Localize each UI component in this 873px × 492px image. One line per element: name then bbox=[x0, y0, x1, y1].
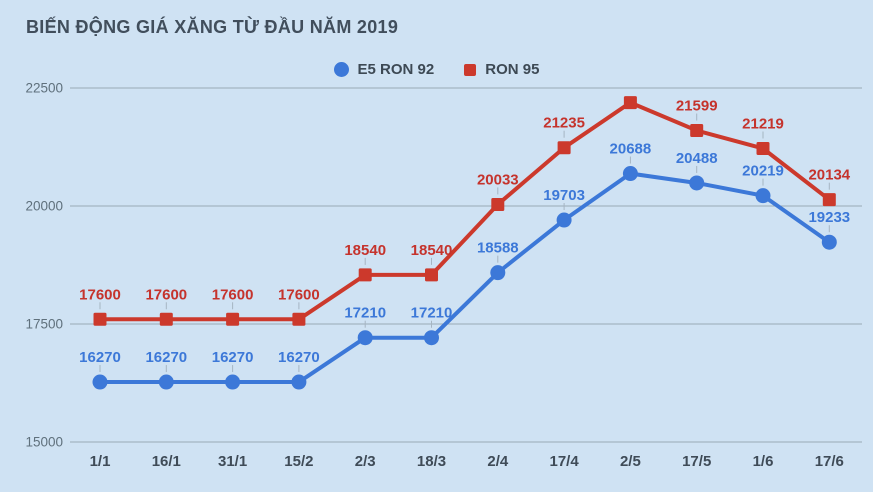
data-point-ron-95-15-2[interactable] bbox=[292, 312, 306, 326]
data-point-ron-95-1-6[interactable] bbox=[756, 141, 770, 155]
chart-title: BIẾN ĐỘNG GIÁ XĂNG TỪ ĐẦU NĂM 2019 bbox=[26, 17, 399, 37]
data-point-ron-95-18-3[interactable] bbox=[425, 268, 438, 282]
data-point-e5-ron-92-1-6[interactable] bbox=[755, 188, 771, 204]
data-label-ron-95: 18540 bbox=[344, 242, 386, 259]
data-label-e5-ron-92: 16270 bbox=[212, 349, 254, 366]
data-point-e5-ron-92-17-5[interactable] bbox=[689, 175, 705, 191]
data-label-ron-95: 17600 bbox=[79, 286, 121, 303]
data-label-ron-95: 20134 bbox=[808, 167, 850, 184]
data-point-e5-ron-92-2-4[interactable] bbox=[490, 265, 506, 281]
data-label-ron-95: 17600 bbox=[278, 286, 320, 303]
y-axis-tick-label: 15000 bbox=[25, 435, 63, 450]
data-label-e5-ron-92: 16270 bbox=[79, 349, 121, 366]
x-axis-tick-label: 17/4 bbox=[549, 453, 579, 470]
e5-ron-92-circle-swatch-icon bbox=[333, 62, 349, 77]
legend-label-ron-95: RON 95 bbox=[485, 61, 540, 78]
data-point-e5-ron-92-16-1[interactable] bbox=[158, 374, 174, 390]
data-label-e5-ron-92: 20219 bbox=[742, 163, 784, 180]
data-point-ron-95-17-4[interactable] bbox=[557, 141, 571, 155]
x-axis-tick-label: 2/5 bbox=[620, 453, 641, 470]
x-axis-tick-label: 16/1 bbox=[152, 453, 181, 470]
data-label-e5-ron-92: 20688 bbox=[610, 141, 652, 158]
data-point-ron-95-2-4[interactable] bbox=[491, 197, 505, 211]
x-axis-tick-label: 2/3 bbox=[355, 453, 376, 470]
data-point-e5-ron-92-17-4[interactable] bbox=[556, 212, 572, 228]
data-point-e5-ron-92-2-3[interactable] bbox=[357, 330, 373, 346]
data-point-ron-95-2-5[interactable] bbox=[623, 96, 637, 110]
data-label-e5-ron-92: 16270 bbox=[278, 349, 320, 366]
data-point-ron-95-1-1[interactable] bbox=[93, 312, 107, 326]
y-axis-tick-label: 17500 bbox=[25, 317, 63, 332]
data-point-ron-95-17-6[interactable] bbox=[822, 193, 836, 207]
x-axis-tick-label: 1/1 bbox=[90, 453, 111, 470]
data-point-ron-95-17-5[interactable] bbox=[690, 124, 704, 138]
data-label-e5-ron-92: 19703 bbox=[543, 187, 585, 204]
legend-label-e5-ron-92: E5 RON 92 bbox=[357, 61, 435, 78]
data-point-e5-ron-92-17-6[interactable] bbox=[821, 234, 837, 250]
data-point-e5-ron-92-18-3[interactable] bbox=[424, 330, 439, 346]
x-axis-tick-label: 17/6 bbox=[815, 453, 844, 470]
series-line-e5-ron-92 bbox=[98, 171, 832, 385]
data-label-ron-95: 17600 bbox=[145, 286, 187, 303]
data-label-ron-95: 20033 bbox=[477, 171, 519, 188]
data-point-e5-ron-92-15-2[interactable] bbox=[291, 374, 307, 390]
data-label-ron-95: 21219 bbox=[742, 115, 784, 132]
x-axis-tick-label: 2/4 bbox=[487, 453, 509, 470]
data-point-e5-ron-92-2-5[interactable] bbox=[622, 166, 638, 182]
data-label-ron-95: 21599 bbox=[676, 98, 718, 115]
data-point-ron-95-2-3[interactable] bbox=[358, 268, 372, 282]
ron-95-square-swatch-icon bbox=[464, 63, 477, 76]
data-point-e5-ron-92-31-1[interactable] bbox=[225, 374, 241, 390]
x-axis-tick-label: 1/6 bbox=[753, 453, 774, 470]
data-label-ron-95: 21235 bbox=[543, 115, 585, 132]
data-label-e5-ron-92: 16270 bbox=[145, 349, 187, 366]
data-label-ron-95: 17600 bbox=[212, 286, 254, 303]
data-label-e5-ron-92: 18588 bbox=[477, 240, 519, 257]
data-point-ron-95-16-1[interactable] bbox=[159, 312, 173, 326]
data-label-e5-ron-92: 20488 bbox=[676, 150, 718, 167]
legend-item-e5-ron-92: E5 RON 92 bbox=[333, 61, 435, 78]
series-line-ron-95 bbox=[98, 100, 832, 322]
data-point-e5-ron-92-1-1[interactable] bbox=[92, 374, 108, 390]
x-axis-tick-label: 15/2 bbox=[284, 453, 313, 470]
y-axis-tick-label: 20000 bbox=[25, 199, 63, 214]
x-axis-tick-label: 17/5 bbox=[682, 453, 711, 470]
data-label-ron-95: 18540 bbox=[411, 242, 453, 259]
y-axis-tick-label: 22500 bbox=[25, 81, 63, 96]
x-axis-tick-label: 18/3 bbox=[417, 453, 446, 470]
data-label-e5-ron-92: 17210 bbox=[411, 305, 453, 322]
x-axis-tick-label: 31/1 bbox=[218, 453, 247, 470]
data-point-ron-95-31-1[interactable] bbox=[226, 312, 240, 326]
legend: E5 RON 92 RON 95 bbox=[0, 61, 873, 78]
legend-item-ron-95: RON 95 bbox=[464, 61, 539, 78]
data-label-e5-ron-92: 17210 bbox=[344, 305, 386, 322]
data-label-e5-ron-92: 19233 bbox=[808, 209, 850, 226]
